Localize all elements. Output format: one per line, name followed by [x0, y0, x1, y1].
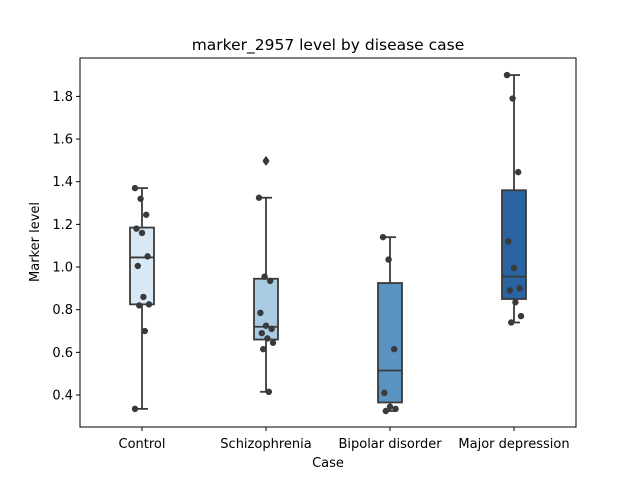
strip-group — [379, 233, 399, 415]
x-tick-label: Schizophrenia — [220, 437, 311, 452]
data-point — [515, 168, 522, 176]
strip-group — [503, 71, 525, 326]
box-group — [129, 187, 155, 410]
y-tick-label: 0.4 — [52, 389, 73, 404]
data-point — [131, 405, 139, 413]
strip-group — [255, 194, 277, 396]
data-point — [133, 225, 140, 232]
data-point — [506, 287, 513, 294]
plot-area — [129, 71, 527, 415]
data-point — [140, 293, 147, 301]
data-point — [379, 233, 387, 241]
data-point — [144, 253, 151, 260]
x-tick-label: Bipolar disorder — [338, 437, 442, 452]
y-tick-label: 1.6 — [52, 133, 73, 148]
x-tick-label: Major depression — [458, 437, 569, 452]
data-point — [510, 264, 518, 272]
data-point — [505, 238, 512, 245]
data-point — [391, 345, 398, 353]
data-point — [141, 327, 148, 335]
outlier-marker — [262, 156, 270, 166]
data-point — [261, 273, 268, 280]
x-tick-label: Control — [119, 437, 166, 452]
y-tick-label: 1.0 — [52, 261, 73, 276]
data-point — [382, 407, 389, 415]
data-point — [137, 195, 144, 202]
data-point — [131, 184, 139, 192]
y-tick-label: 1.2 — [52, 218, 73, 233]
data-point — [503, 71, 511, 79]
y-tick-label: 1.4 — [52, 175, 73, 190]
data-point — [509, 95, 516, 102]
data-point — [138, 229, 146, 237]
data-point — [143, 211, 150, 218]
y-axis-title: Marker level — [28, 202, 43, 282]
data-point — [392, 405, 399, 413]
data-point — [258, 329, 265, 337]
data-point — [265, 388, 272, 396]
data-point — [255, 194, 263, 201]
box-iqr — [377, 282, 403, 404]
x-axis: Control Schizophrenia Bipolar disorder Majo… — [119, 427, 570, 452]
data-point — [260, 345, 267, 353]
data-point — [512, 299, 519, 306]
box-iqr — [129, 226, 155, 306]
y-tick-label: 1.8 — [52, 90, 73, 105]
data-point — [134, 262, 141, 270]
plot-frame — [79, 57, 577, 428]
data-point — [517, 312, 525, 320]
box-group — [377, 236, 403, 412]
box-iqr — [501, 189, 527, 300]
strip-group — [131, 184, 153, 413]
data-point — [508, 319, 515, 326]
y-tick-label: 0.8 — [52, 303, 73, 318]
y-axis: 0.4 0.6 0.8 1.0 1.2 1.4 1.6 1.8 — [52, 90, 80, 404]
data-point — [264, 335, 271, 342]
data-point — [136, 302, 143, 309]
box-group — [501, 74, 527, 324]
chart-title: marker_2957 level by disease case — [192, 36, 465, 55]
data-point — [257, 309, 264, 317]
data-point — [262, 322, 270, 329]
data-point — [267, 277, 274, 285]
data-point — [269, 339, 277, 346]
data-point — [385, 256, 392, 263]
data-point — [268, 325, 275, 333]
y-tick-label: 0.6 — [52, 346, 73, 361]
data-point — [145, 301, 153, 308]
data-point — [516, 285, 523, 292]
data-point — [386, 403, 394, 410]
data-point — [381, 389, 388, 397]
x-axis-title: Case — [312, 456, 344, 471]
